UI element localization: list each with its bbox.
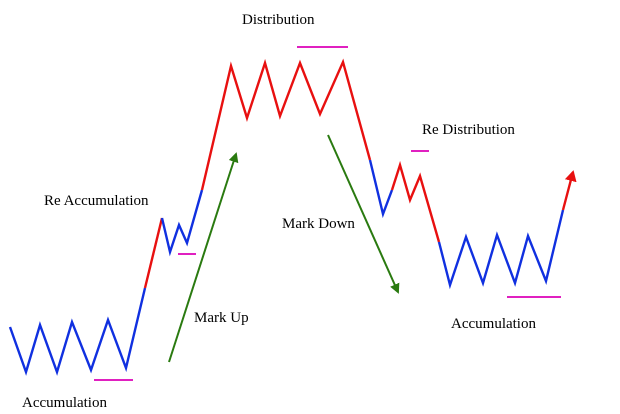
- distribution-trend-line: [200, 58, 372, 191]
- accumulation-zigzag-left: [8, 287, 147, 376]
- re-accumulation-zigzag: [160, 189, 204, 257]
- mark-up-trend-line: [143, 217, 164, 289]
- mark-down-segment: [368, 159, 394, 219]
- label-accumulation-left: Accumulation: [22, 395, 107, 411]
- accumulation-zigzag-right: [437, 209, 565, 290]
- label-accumulation-right: Accumulation: [451, 316, 536, 332]
- label-distribution: Distribution: [242, 12, 315, 28]
- mark-up-arrow-icon: [168, 152, 239, 363]
- breakout-arrow-icon: [561, 170, 577, 211]
- label-mark-up: Mark Up: [194, 310, 249, 326]
- label-re-accumulation: Re Accumulation: [44, 193, 149, 209]
- label-re-distribution: Re Distribution: [422, 122, 515, 138]
- mark-down-arrow-icon: [327, 134, 400, 294]
- label-mark-down: Mark Down: [282, 216, 355, 232]
- re-distribution-zigzag: [390, 160, 441, 243]
